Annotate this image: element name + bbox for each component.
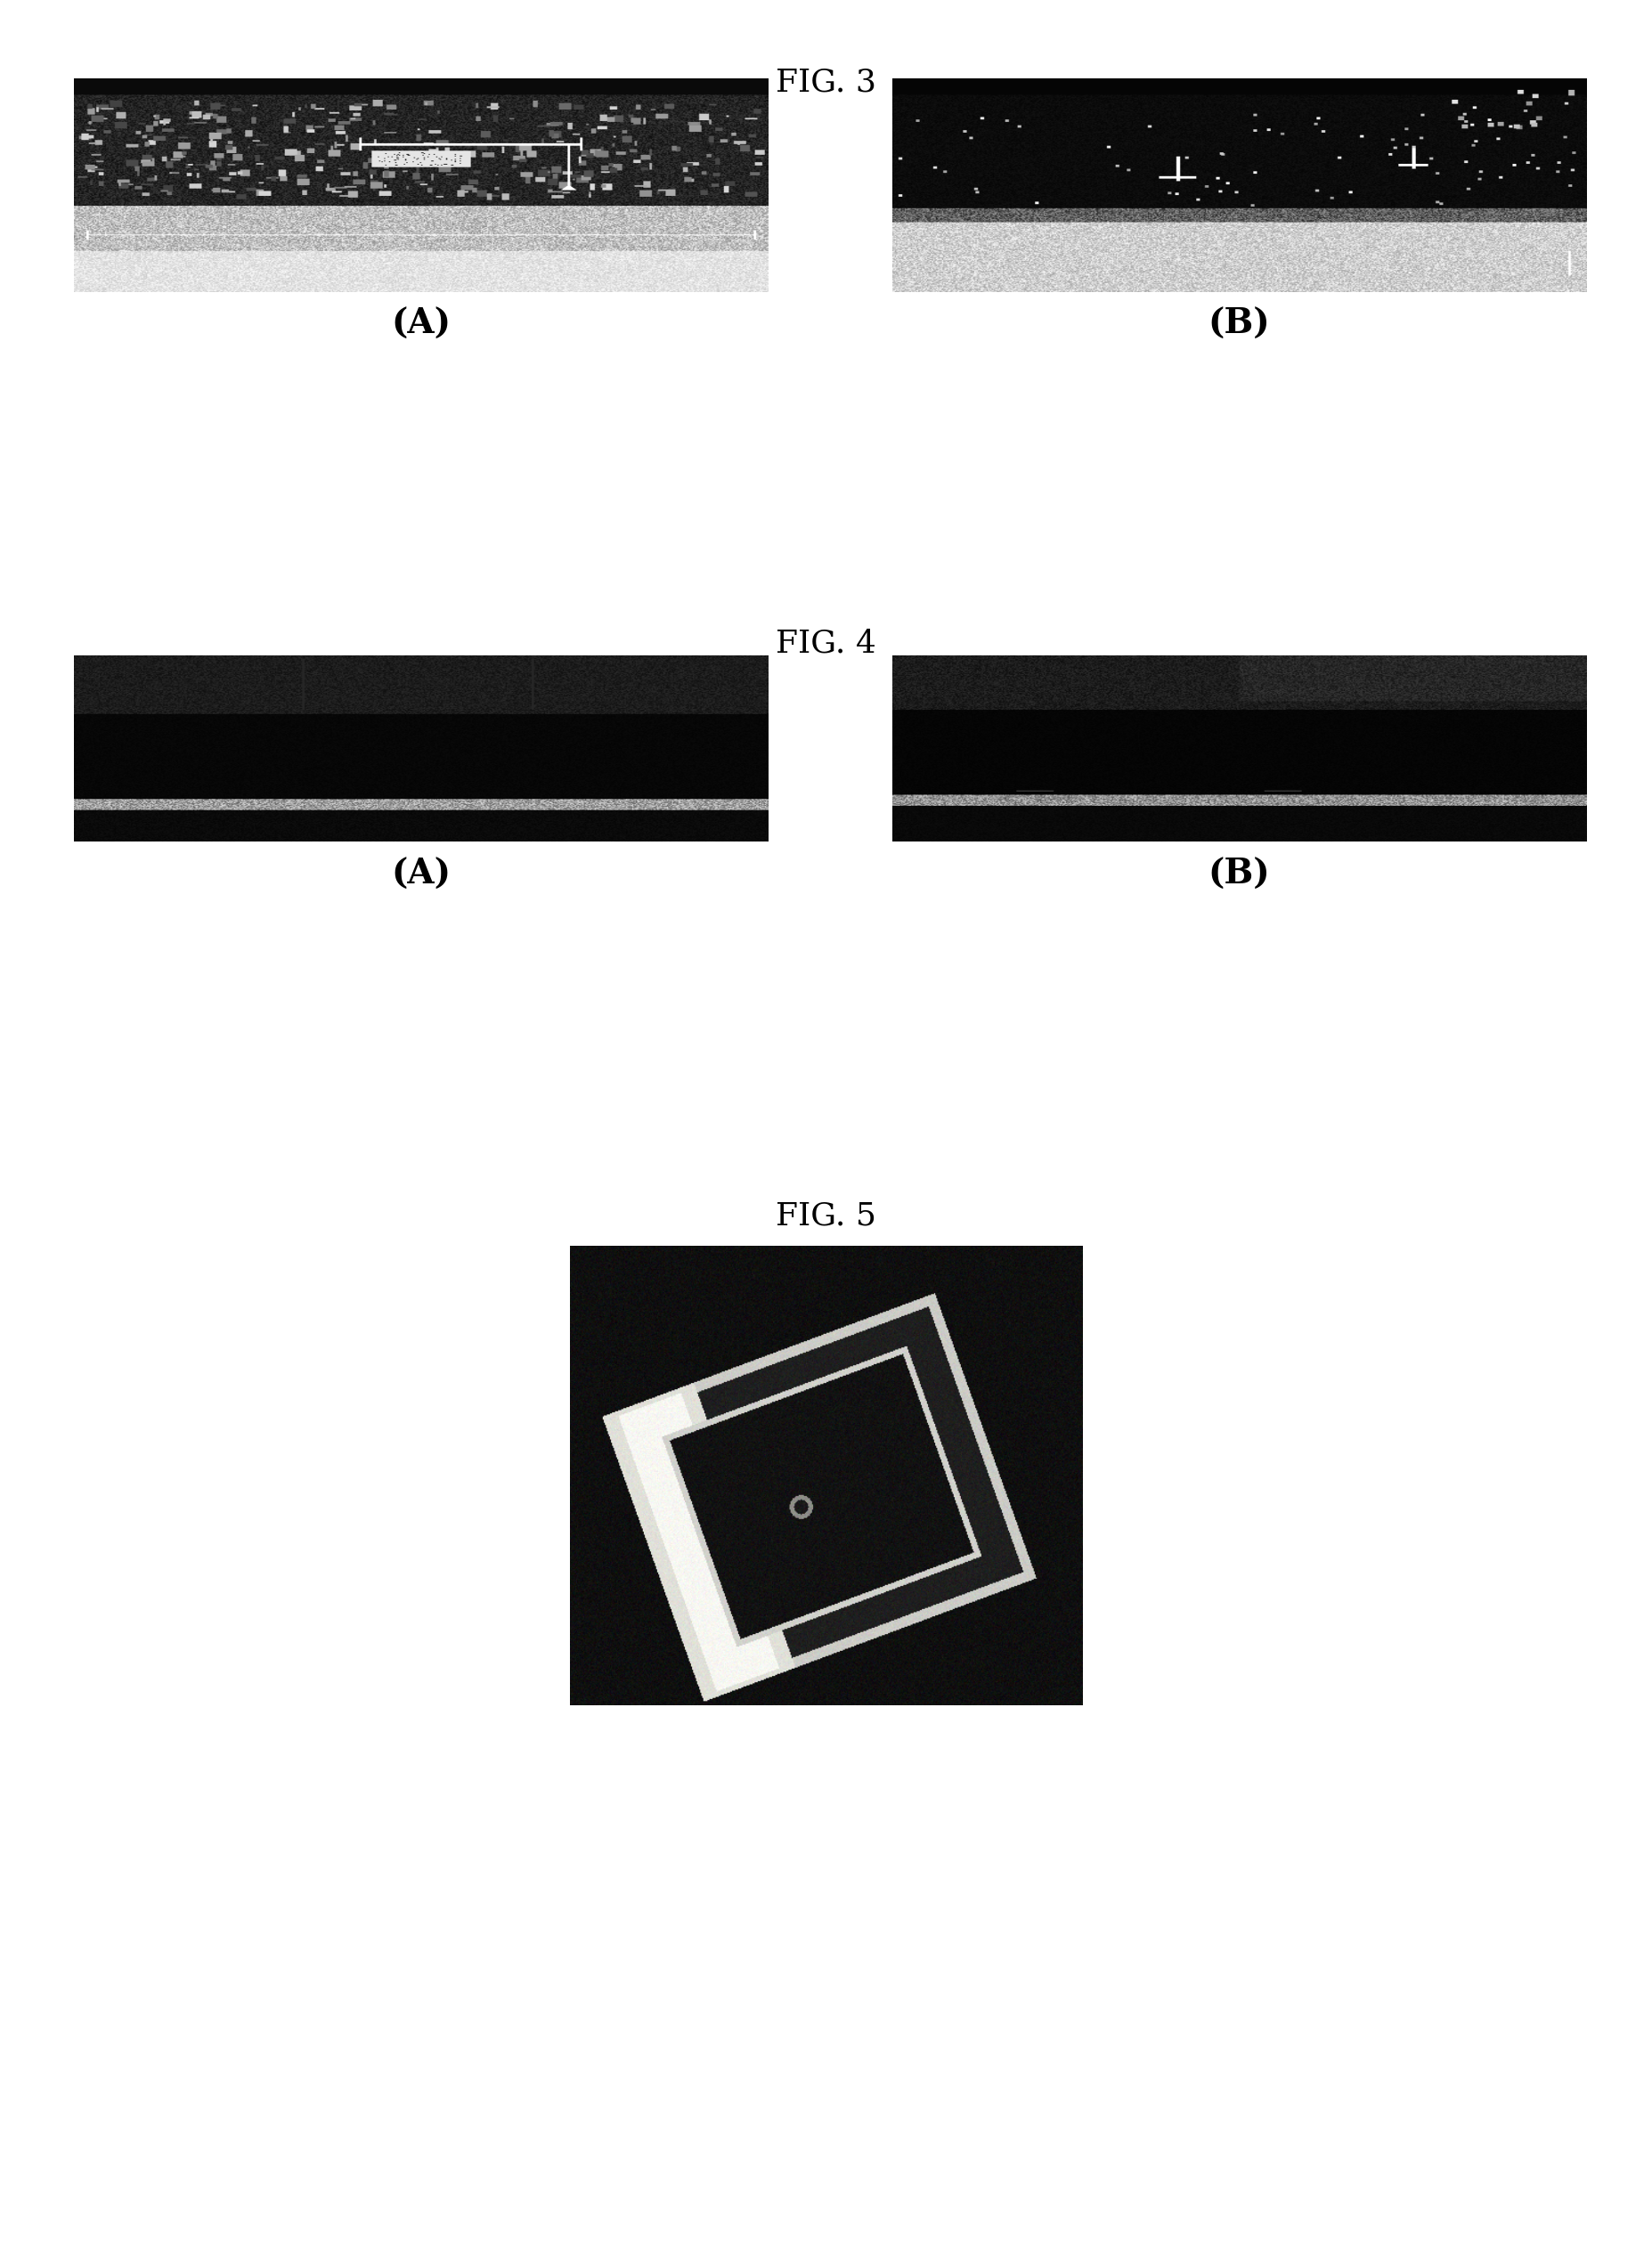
Text: (B): (B) — [1208, 307, 1270, 341]
Text: (B): (B) — [1208, 857, 1270, 891]
Text: FIG. 3: FIG. 3 — [776, 67, 876, 96]
Text: (A): (A) — [392, 307, 451, 341]
Text: FIG. 4: FIG. 4 — [776, 628, 876, 657]
Text: (A): (A) — [392, 857, 451, 891]
Text: FIG. 5: FIG. 5 — [776, 1201, 876, 1230]
